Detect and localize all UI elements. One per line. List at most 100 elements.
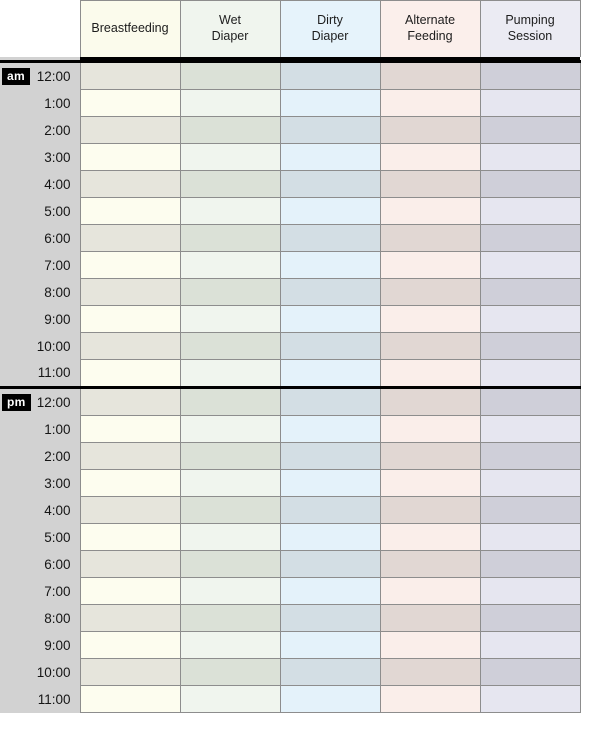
entry-cell-alternate[interactable] bbox=[379, 359, 481, 388]
entry-cell-dirtydiaper[interactable] bbox=[279, 577, 381, 605]
entry-cell-dirtydiaper[interactable] bbox=[279, 170, 381, 198]
entry-cell-wetdiaper[interactable] bbox=[179, 496, 281, 524]
entry-cell-dirtydiaper[interactable] bbox=[279, 496, 381, 524]
entry-cell-alternate[interactable] bbox=[379, 496, 481, 524]
entry-cell-dirtydiaper[interactable] bbox=[279, 415, 381, 443]
entry-cell-dirtydiaper[interactable] bbox=[279, 116, 381, 144]
entry-cell-wetdiaper[interactable] bbox=[179, 469, 281, 497]
entry-cell-breastfeeding[interactable] bbox=[79, 60, 181, 90]
entry-cell-dirtydiaper[interactable] bbox=[279, 143, 381, 171]
entry-cell-wetdiaper[interactable] bbox=[179, 332, 281, 360]
entry-cell-dirtydiaper[interactable] bbox=[279, 332, 381, 360]
entry-cell-pumping[interactable] bbox=[479, 550, 581, 578]
entry-cell-breastfeeding[interactable] bbox=[79, 442, 181, 470]
entry-cell-breastfeeding[interactable] bbox=[79, 278, 181, 306]
entry-cell-breastfeeding[interactable] bbox=[79, 550, 181, 578]
entry-cell-alternate[interactable] bbox=[379, 197, 481, 225]
entry-cell-pumping[interactable] bbox=[479, 170, 581, 198]
entry-cell-breastfeeding[interactable] bbox=[79, 523, 181, 551]
entry-cell-wetdiaper[interactable] bbox=[179, 116, 281, 144]
entry-cell-dirtydiaper[interactable] bbox=[279, 631, 381, 659]
entry-cell-alternate[interactable] bbox=[379, 658, 481, 686]
entry-cell-dirtydiaper[interactable] bbox=[279, 278, 381, 306]
entry-cell-breastfeeding[interactable] bbox=[79, 415, 181, 443]
entry-cell-pumping[interactable] bbox=[479, 224, 581, 252]
entry-cell-breastfeeding[interactable] bbox=[79, 143, 181, 171]
entry-cell-pumping[interactable] bbox=[479, 631, 581, 659]
entry-cell-wetdiaper[interactable] bbox=[179, 305, 281, 333]
entry-cell-pumping[interactable] bbox=[479, 251, 581, 279]
entry-cell-wetdiaper[interactable] bbox=[179, 658, 281, 686]
entry-cell-wetdiaper[interactable] bbox=[179, 550, 281, 578]
entry-cell-dirtydiaper[interactable] bbox=[279, 89, 381, 117]
entry-cell-alternate[interactable] bbox=[379, 278, 481, 306]
entry-cell-pumping[interactable] bbox=[479, 278, 581, 306]
entry-cell-breastfeeding[interactable] bbox=[79, 116, 181, 144]
entry-cell-alternate[interactable] bbox=[379, 550, 481, 578]
entry-cell-breastfeeding[interactable] bbox=[79, 496, 181, 524]
entry-cell-breastfeeding[interactable] bbox=[79, 386, 181, 416]
entry-cell-wetdiaper[interactable] bbox=[179, 170, 281, 198]
entry-cell-pumping[interactable] bbox=[479, 604, 581, 632]
entry-cell-wetdiaper[interactable] bbox=[179, 442, 281, 470]
entry-cell-alternate[interactable] bbox=[379, 577, 481, 605]
entry-cell-pumping[interactable] bbox=[479, 143, 581, 171]
entry-cell-alternate[interactable] bbox=[379, 469, 481, 497]
entry-cell-alternate[interactable] bbox=[379, 89, 481, 117]
entry-cell-dirtydiaper[interactable] bbox=[279, 658, 381, 686]
entry-cell-dirtydiaper[interactable] bbox=[279, 469, 381, 497]
entry-cell-dirtydiaper[interactable] bbox=[279, 197, 381, 225]
entry-cell-breastfeeding[interactable] bbox=[79, 577, 181, 605]
entry-cell-dirtydiaper[interactable] bbox=[279, 305, 381, 333]
entry-cell-wetdiaper[interactable] bbox=[179, 60, 281, 90]
entry-cell-breastfeeding[interactable] bbox=[79, 305, 181, 333]
entry-cell-breastfeeding[interactable] bbox=[79, 658, 181, 686]
entry-cell-pumping[interactable] bbox=[479, 332, 581, 360]
entry-cell-dirtydiaper[interactable] bbox=[279, 224, 381, 252]
entry-cell-wetdiaper[interactable] bbox=[179, 415, 281, 443]
entry-cell-wetdiaper[interactable] bbox=[179, 523, 281, 551]
entry-cell-alternate[interactable] bbox=[379, 332, 481, 360]
entry-cell-breastfeeding[interactable] bbox=[79, 89, 181, 117]
entry-cell-breastfeeding[interactable] bbox=[79, 251, 181, 279]
entry-cell-dirtydiaper[interactable] bbox=[279, 523, 381, 551]
entry-cell-breastfeeding[interactable] bbox=[79, 604, 181, 632]
entry-cell-breastfeeding[interactable] bbox=[79, 631, 181, 659]
entry-cell-alternate[interactable] bbox=[379, 685, 481, 713]
entry-cell-dirtydiaper[interactable] bbox=[279, 251, 381, 279]
entry-cell-breastfeeding[interactable] bbox=[79, 359, 181, 388]
entry-cell-breastfeeding[interactable] bbox=[79, 332, 181, 360]
entry-cell-dirtydiaper[interactable] bbox=[279, 550, 381, 578]
entry-cell-pumping[interactable] bbox=[479, 496, 581, 524]
entry-cell-breastfeeding[interactable] bbox=[79, 170, 181, 198]
entry-cell-wetdiaper[interactable] bbox=[179, 89, 281, 117]
entry-cell-wetdiaper[interactable] bbox=[179, 359, 281, 388]
entry-cell-breastfeeding[interactable] bbox=[79, 197, 181, 225]
entry-cell-wetdiaper[interactable] bbox=[179, 224, 281, 252]
entry-cell-pumping[interactable] bbox=[479, 305, 581, 333]
entry-cell-pumping[interactable] bbox=[479, 116, 581, 144]
entry-cell-wetdiaper[interactable] bbox=[179, 143, 281, 171]
entry-cell-pumping[interactable] bbox=[479, 469, 581, 497]
entry-cell-pumping[interactable] bbox=[479, 60, 581, 90]
entry-cell-wetdiaper[interactable] bbox=[179, 251, 281, 279]
entry-cell-alternate[interactable] bbox=[379, 305, 481, 333]
entry-cell-breastfeeding[interactable] bbox=[79, 469, 181, 497]
entry-cell-dirtydiaper[interactable] bbox=[279, 685, 381, 713]
entry-cell-breastfeeding[interactable] bbox=[79, 224, 181, 252]
entry-cell-pumping[interactable] bbox=[479, 386, 581, 416]
entry-cell-wetdiaper[interactable] bbox=[179, 197, 281, 225]
entry-cell-alternate[interactable] bbox=[379, 442, 481, 470]
entry-cell-alternate[interactable] bbox=[379, 170, 481, 198]
entry-cell-dirtydiaper[interactable] bbox=[279, 386, 381, 416]
entry-cell-wetdiaper[interactable] bbox=[179, 604, 281, 632]
entry-cell-pumping[interactable] bbox=[479, 577, 581, 605]
entry-cell-alternate[interactable] bbox=[379, 60, 481, 90]
entry-cell-pumping[interactable] bbox=[479, 415, 581, 443]
entry-cell-alternate[interactable] bbox=[379, 631, 481, 659]
entry-cell-dirtydiaper[interactable] bbox=[279, 359, 381, 388]
entry-cell-wetdiaper[interactable] bbox=[179, 577, 281, 605]
entry-cell-alternate[interactable] bbox=[379, 251, 481, 279]
entry-cell-alternate[interactable] bbox=[379, 523, 481, 551]
entry-cell-alternate[interactable] bbox=[379, 116, 481, 144]
